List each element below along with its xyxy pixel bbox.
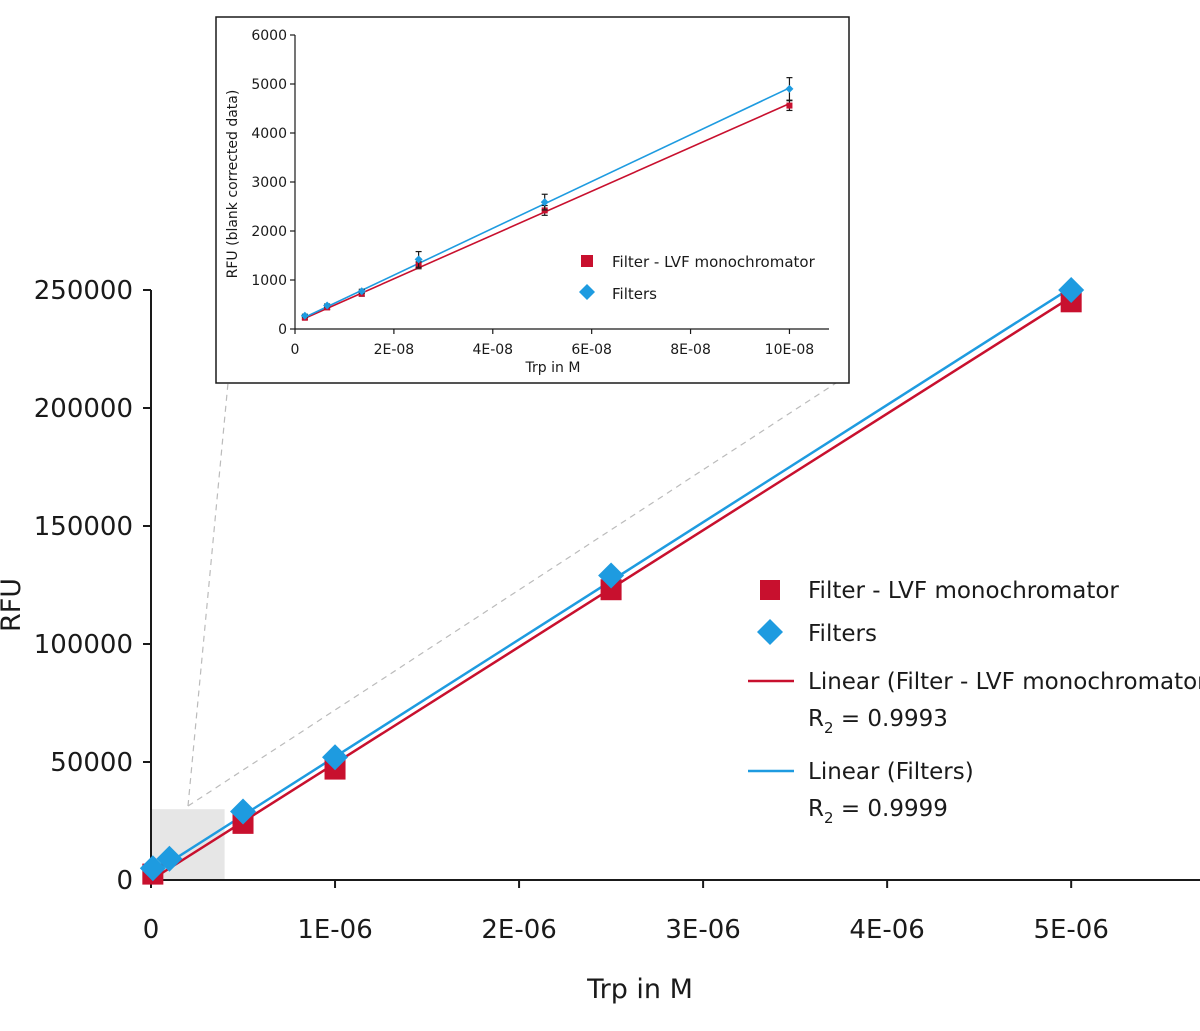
inset-x-tick-label: 6E-08 <box>571 342 612 358</box>
inset-legend-label-filters: Filters <box>612 285 657 303</box>
legend-r2-filters: R2 = 0.9999 <box>808 796 948 827</box>
inset-y-tick-label: 4000 <box>251 126 287 142</box>
inset-legend-marker-filters <box>579 284 595 300</box>
inset-legend: Filter - LVF monochromator Filters <box>579 253 816 303</box>
inset-x-tick-label: 8E-08 <box>670 342 711 358</box>
y-tick-label: 150000 <box>34 512 133 542</box>
legend-label-monochromator: Filter - LVF monochromator <box>808 578 1119 604</box>
inset-y-tick-label: 5000 <box>251 77 287 93</box>
inset-x-tick-label: 10E-08 <box>765 342 815 358</box>
inset-data-point-monochromator <box>786 102 793 109</box>
y-tick-label: 100000 <box>34 630 133 660</box>
inset-x-tick-label: 4E-08 <box>472 342 513 358</box>
inset-x-tick-label: 2E-08 <box>374 342 415 358</box>
x-axis-title: Trp in M <box>586 974 693 1005</box>
inset-y-tick-label: 1000 <box>251 273 287 289</box>
inset-frame <box>215 16 850 384</box>
inset-data-point-filters <box>323 301 332 310</box>
x-tick-label: 4E-06 <box>849 915 924 945</box>
inset-y-axis-title: RFU (blank corrected data) <box>225 90 241 279</box>
legend-fit-filters: Linear (Filters) <box>808 759 974 785</box>
data-point-filters <box>156 845 183 872</box>
data-point-filters <box>322 744 349 771</box>
inset-data-point-filters <box>300 311 309 320</box>
data-point-filters <box>1058 277 1085 303</box>
inset-data-point-filters <box>357 287 366 296</box>
legend-marker-monochromator <box>760 580 780 600</box>
x-tick-label: 1E-06 <box>297 915 372 945</box>
data-point-filters <box>598 562 625 589</box>
inset-data-point-filters <box>414 255 423 264</box>
inset-y-tick-label: 3000 <box>251 175 287 191</box>
x-tick-label: 2E-06 <box>481 915 556 945</box>
inset-x-axis-title: Trp in M <box>525 360 581 376</box>
inset-y-tick-label: 2000 <box>251 224 287 240</box>
y-tick-label: 0 <box>116 866 133 896</box>
y-tick-label: 200000 <box>34 394 133 424</box>
inset-y-tick-label: 0 <box>278 322 287 338</box>
legend: Filter - LVF monochromator Filters Linear … <box>748 578 1200 827</box>
inset-legend-label-monochromator: Filter - LVF monochromator <box>612 253 816 271</box>
inset-chart: 0 1000 2000 3000 4000 5000 6000 0 2E-08 4E-08 6E-0… <box>215 16 850 384</box>
inset-legend-marker-monochromator <box>581 255 593 267</box>
data-point-filters <box>230 798 257 825</box>
legend-marker-filters <box>757 619 783 645</box>
inset-x-tick-label: 0 <box>291 342 300 358</box>
zoom-connector-left <box>187 382 229 807</box>
legend-r2-monochromator: R2 = 0.9993 <box>808 706 948 737</box>
data-point-filters <box>139 855 166 882</box>
y-tick-label: 250000 <box>34 276 133 306</box>
x-tick-label: 5E-06 <box>1033 915 1108 945</box>
inset-data-point-filters <box>540 198 549 207</box>
inset-y-tick-label: 6000 <box>251 28 287 44</box>
x-tick-label: 3E-06 <box>665 915 740 945</box>
inset-data-point-filters <box>785 84 794 93</box>
data-point-monochromator <box>600 579 622 601</box>
legend-fit-monochromator: Linear (Filter - LVF monochromator) <box>808 669 1200 695</box>
x-tick-label: 0 <box>143 915 160 945</box>
y-axis-title: RFU <box>0 578 27 632</box>
legend-label-filters: Filters <box>808 621 877 647</box>
zoom-connector-right <box>187 382 837 807</box>
y-tick-label: 50000 <box>50 748 133 778</box>
